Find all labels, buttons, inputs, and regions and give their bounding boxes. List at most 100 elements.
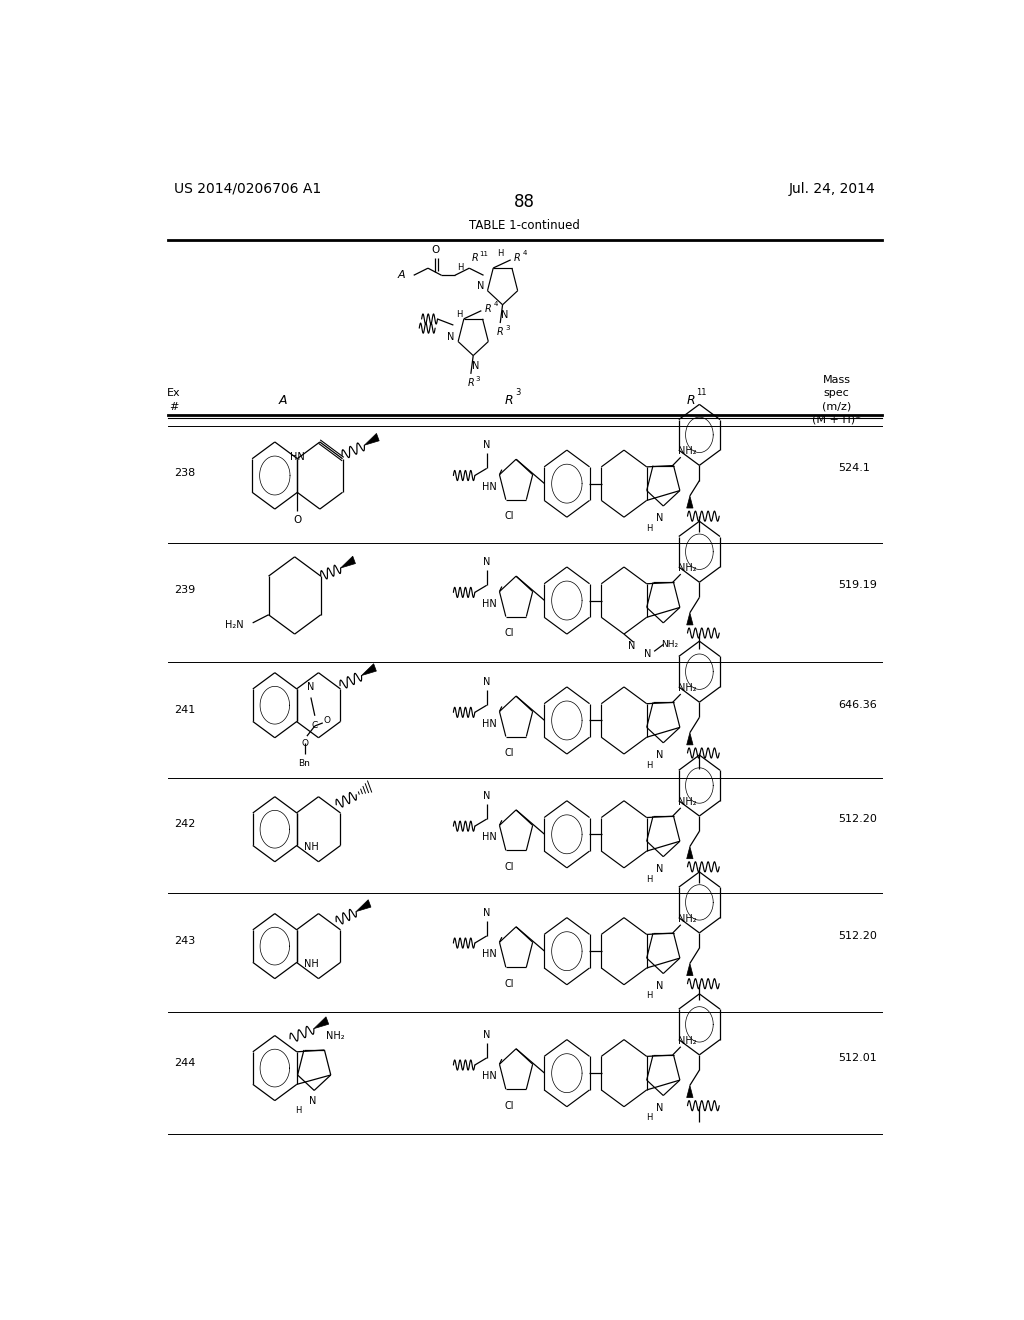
- Text: 512.20: 512.20: [839, 814, 878, 824]
- Text: N: N: [655, 981, 663, 991]
- Text: spec: spec: [824, 388, 850, 399]
- Text: R: R: [687, 393, 695, 407]
- Text: H: H: [497, 249, 504, 259]
- Text: Cl: Cl: [505, 628, 514, 638]
- Text: N: N: [307, 682, 314, 692]
- Polygon shape: [687, 1085, 693, 1097]
- Text: 512.01: 512.01: [839, 1053, 877, 1063]
- Text: NH₂: NH₂: [678, 446, 696, 457]
- Text: H: H: [646, 524, 652, 533]
- Polygon shape: [687, 496, 693, 508]
- Text: H: H: [456, 310, 462, 319]
- Text: Cl: Cl: [505, 1101, 514, 1110]
- Text: N: N: [655, 750, 663, 760]
- Text: O: O: [431, 246, 439, 255]
- Text: NH₂: NH₂: [327, 1031, 345, 1040]
- Text: H: H: [295, 1106, 301, 1115]
- Text: NH₂: NH₂: [678, 1036, 696, 1045]
- Text: NH₂: NH₂: [678, 682, 696, 693]
- Text: 519.19: 519.19: [839, 581, 878, 590]
- Text: H: H: [646, 1113, 652, 1122]
- Text: H: H: [646, 760, 652, 770]
- Text: N: N: [309, 1096, 316, 1106]
- Text: A: A: [398, 271, 406, 280]
- Text: 241: 241: [174, 705, 196, 715]
- Text: N: N: [483, 791, 490, 801]
- Polygon shape: [361, 664, 377, 676]
- Text: Bn: Bn: [299, 759, 310, 768]
- Text: R: R: [472, 253, 479, 263]
- Text: Cl: Cl: [505, 748, 514, 758]
- Text: R: R: [468, 378, 474, 388]
- Text: 3: 3: [476, 376, 480, 381]
- Text: N: N: [476, 281, 484, 292]
- Polygon shape: [314, 1016, 329, 1028]
- Text: N: N: [644, 649, 651, 660]
- Text: R: R: [514, 253, 520, 263]
- Text: NH₂: NH₂: [678, 913, 696, 924]
- Text: 242: 242: [174, 820, 196, 829]
- Text: N: N: [483, 557, 490, 566]
- Text: O: O: [301, 739, 308, 747]
- Text: Cl: Cl: [505, 511, 514, 521]
- Text: N: N: [629, 642, 636, 651]
- Text: HN: HN: [481, 718, 497, 729]
- Text: N: N: [483, 440, 490, 450]
- Text: 646.36: 646.36: [839, 700, 877, 710]
- Text: R: R: [497, 327, 504, 337]
- Text: H: H: [646, 991, 652, 1001]
- Text: 239: 239: [174, 585, 196, 595]
- Text: 4: 4: [523, 249, 527, 256]
- Text: 11: 11: [479, 251, 488, 257]
- Text: C: C: [311, 722, 318, 730]
- Text: R: R: [484, 304, 492, 314]
- Text: (m/z): (m/z): [822, 401, 851, 412]
- Text: 238: 238: [174, 469, 196, 478]
- Text: O: O: [324, 717, 331, 726]
- Polygon shape: [687, 964, 693, 975]
- Text: 524.1: 524.1: [839, 463, 870, 474]
- Text: #: #: [169, 403, 179, 412]
- Text: H₂N: H₂N: [224, 620, 243, 630]
- Text: (M + H)⁺: (M + H)⁺: [812, 414, 861, 425]
- Text: 512.20: 512.20: [839, 931, 878, 941]
- Text: N: N: [502, 310, 509, 319]
- Text: 243: 243: [174, 936, 196, 946]
- Text: O: O: [293, 515, 301, 525]
- Polygon shape: [341, 556, 355, 568]
- Text: NH: NH: [303, 842, 318, 853]
- Text: R: R: [505, 393, 513, 407]
- Text: N: N: [655, 863, 663, 874]
- Text: N: N: [447, 333, 455, 342]
- Text: Mass: Mass: [822, 375, 851, 385]
- Text: NH₂: NH₂: [662, 640, 679, 648]
- Text: N: N: [655, 513, 663, 523]
- Text: HN: HN: [481, 482, 497, 491]
- Text: Cl: Cl: [505, 978, 514, 989]
- Polygon shape: [356, 900, 371, 912]
- Text: HN: HN: [481, 949, 497, 960]
- Text: HN: HN: [481, 1072, 497, 1081]
- Polygon shape: [365, 433, 379, 445]
- Text: N: N: [472, 360, 479, 371]
- Text: Jul. 24, 2014: Jul. 24, 2014: [788, 182, 876, 195]
- Text: HN: HN: [481, 833, 497, 842]
- Polygon shape: [687, 612, 693, 624]
- Text: Ex: Ex: [167, 388, 181, 399]
- Text: US 2014/0206706 A1: US 2014/0206706 A1: [174, 182, 322, 195]
- Text: NH₂: NH₂: [678, 564, 696, 573]
- Text: 3: 3: [516, 388, 521, 397]
- Text: Cl: Cl: [505, 862, 514, 871]
- Text: N: N: [483, 1030, 490, 1040]
- Text: NH₂: NH₂: [678, 797, 696, 807]
- Text: 88: 88: [514, 193, 536, 211]
- Polygon shape: [687, 846, 693, 859]
- Text: 11: 11: [695, 388, 707, 397]
- Text: H: H: [458, 263, 464, 272]
- Text: HN: HN: [481, 598, 497, 609]
- Text: HN: HN: [290, 451, 305, 462]
- Text: H: H: [646, 875, 652, 883]
- Polygon shape: [687, 733, 693, 744]
- Text: 4: 4: [494, 301, 498, 306]
- Text: N: N: [655, 1102, 663, 1113]
